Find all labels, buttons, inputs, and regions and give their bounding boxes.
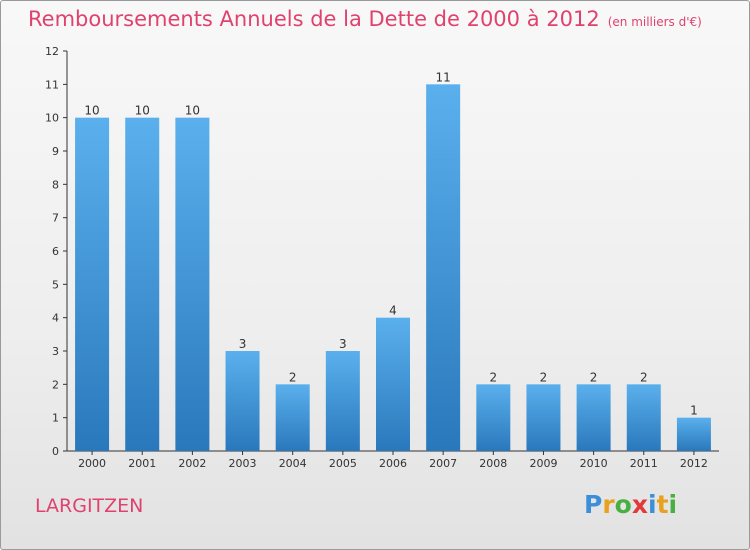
data-label: 3 <box>339 337 347 351</box>
y-tick-label: 3 <box>52 345 59 358</box>
data-label: 3 <box>239 337 247 351</box>
x-tick-label: 2007 <box>429 457 457 470</box>
logo-letter: x <box>631 490 648 519</box>
data-label: 1 <box>690 404 698 418</box>
logo-letter: P <box>584 490 603 519</box>
y-tick-label: 7 <box>52 212 59 225</box>
data-label: 4 <box>389 304 397 318</box>
data-label: 10 <box>84 104 99 118</box>
bar-2011 <box>626 384 661 451</box>
bar-2012 <box>676 417 711 451</box>
y-tick-label: 5 <box>52 278 59 291</box>
title-text: Remboursements Annuels de la Dette de 20… <box>28 7 600 31</box>
x-tick-label: 2006 <box>379 457 407 470</box>
bar-2009 <box>526 384 561 451</box>
y-tick-label: 12 <box>45 45 59 58</box>
data-label: 10 <box>185 104 200 118</box>
proxiti-logo: Proxiti <box>584 490 677 519</box>
unit-label: (en milliers d'€) <box>607 15 702 29</box>
data-label: 2 <box>640 370 648 384</box>
logo-letter: t <box>656 490 669 519</box>
data-label: 2 <box>590 370 598 384</box>
bar-2010 <box>576 384 611 451</box>
y-tick-label: 4 <box>52 312 59 325</box>
logo-letter: r <box>602 490 615 519</box>
y-tick-label: 11 <box>45 78 59 91</box>
bar-2000 <box>75 117 110 452</box>
x-tick-label: 2009 <box>529 457 557 470</box>
y-tick-label: 9 <box>52 145 59 158</box>
logo-letter: o <box>614 490 632 519</box>
data-label: 11 <box>436 70 451 84</box>
x-tick-label: 2000 <box>78 457 106 470</box>
bar-2001 <box>125 117 160 452</box>
bar-2003 <box>225 351 260 451</box>
bar-2006 <box>376 317 410 451</box>
y-tick-label: 10 <box>45 112 59 125</box>
x-tick-label: 2005 <box>329 457 357 470</box>
x-tick-label: 2008 <box>479 457 507 470</box>
data-label: 2 <box>540 370 548 384</box>
x-tick-label: 2002 <box>178 457 206 470</box>
y-tick-label: 8 <box>52 178 59 191</box>
bars <box>75 84 711 452</box>
data-labels: 10 10 10 3 2 3 4 11 2 2 2 2 1 <box>84 70 697 417</box>
data-label: 2 <box>289 370 297 384</box>
x-tick-label: 2011 <box>630 457 658 470</box>
y-tick-label: 0 <box>52 445 59 458</box>
x-tick-label: 2003 <box>229 457 257 470</box>
bar-2004 <box>275 384 310 451</box>
x-tick-label: 2012 <box>680 457 708 470</box>
bar-2008 <box>476 384 511 451</box>
logo-letter: i <box>648 490 657 519</box>
logo-letter: i <box>668 490 678 519</box>
x-tick-label: 2010 <box>580 457 608 470</box>
y-tick-label: 2 <box>52 378 59 391</box>
bar-2002 <box>175 117 210 452</box>
data-label: 2 <box>489 370 497 384</box>
data-label: 10 <box>135 104 150 118</box>
x-tick-label: 2004 <box>279 457 307 470</box>
bar-2007 <box>426 84 461 451</box>
commune-name: LARGITZEN <box>35 495 144 517</box>
y-tick-label: 6 <box>52 245 59 258</box>
bar-2005 <box>325 351 360 451</box>
x-tick-label: 2001 <box>128 457 156 470</box>
y-tick-label: 1 <box>52 412 59 425</box>
chart-title: Remboursements Annuels de la Dette de 20… <box>28 7 702 31</box>
